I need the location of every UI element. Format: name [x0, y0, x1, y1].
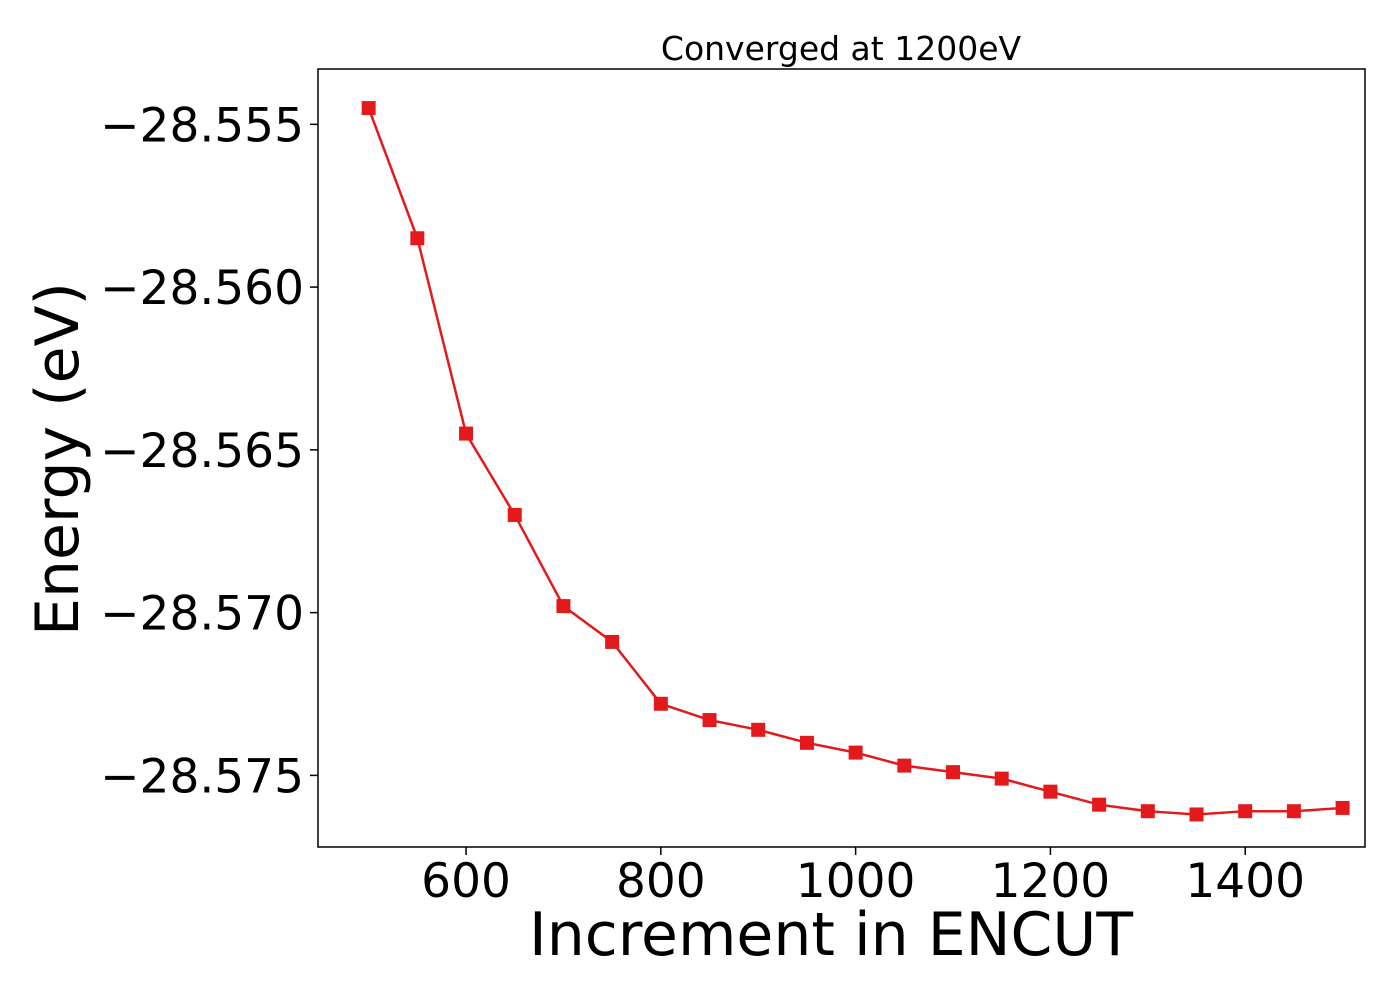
y-axis-label: Energy (eV) — [23, 282, 93, 636]
data-point-marker — [1140, 804, 1155, 819]
y-tick-label: −28.570 — [100, 587, 304, 642]
y-tick-label: −28.565 — [100, 424, 304, 479]
x-tick-label: 1000 — [796, 854, 916, 909]
x-tick-label: 1400 — [1185, 854, 1305, 909]
data-point-marker — [361, 101, 376, 116]
data-point-marker — [1286, 804, 1301, 819]
data-point-marker — [1092, 797, 1107, 812]
y-tick-label: −28.575 — [100, 749, 304, 804]
data-point-marker — [1335, 800, 1350, 815]
x-tick-label: 600 — [421, 854, 511, 909]
y-axis: −28.555 −28.560 −28.565 −28.570 −28.575 — [100, 98, 318, 804]
plot-area-frame — [317, 68, 1366, 848]
data-point-marker — [605, 634, 620, 649]
data-point-marker — [1043, 784, 1058, 799]
data-point-marker — [653, 696, 668, 711]
data-point-marker — [556, 599, 571, 614]
x-tick-label: 1200 — [991, 854, 1111, 909]
data-point-marker — [751, 722, 766, 737]
chart-title: Converged at 1200eV — [661, 29, 1022, 68]
data-point-marker — [946, 765, 961, 780]
data-point-marker — [848, 745, 863, 760]
x-axis: 600 800 1000 1200 1400 — [421, 847, 1305, 909]
y-tick-label: −28.555 — [100, 98, 304, 153]
data-point-marker — [459, 426, 474, 441]
data-point-marker — [702, 713, 717, 728]
data-point-marker — [1189, 807, 1204, 822]
data-point-marker — [410, 231, 425, 246]
x-tick-label: 800 — [616, 854, 706, 909]
data-point-marker — [897, 758, 912, 773]
series-line — [367, 107, 1343, 816]
data-point-marker — [994, 771, 1009, 786]
data-point-marker — [1238, 804, 1253, 819]
series-markers — [361, 101, 1350, 822]
data-point-marker — [799, 735, 814, 750]
y-tick-label: −28.560 — [100, 261, 304, 316]
x-axis-label: Increment in ENCUT — [529, 900, 1133, 970]
data-point-marker — [507, 507, 522, 522]
